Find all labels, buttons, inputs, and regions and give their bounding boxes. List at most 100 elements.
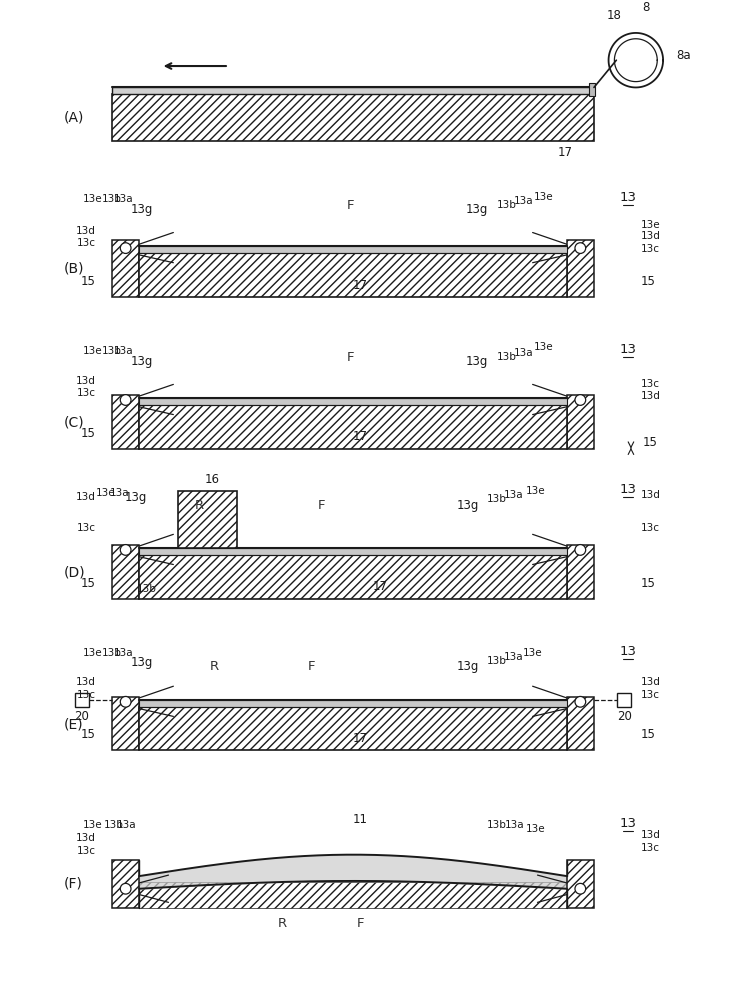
Text: 13b: 13b (496, 200, 516, 210)
Text: 20: 20 (74, 710, 89, 723)
Text: 13a: 13a (110, 488, 130, 498)
Text: 13a: 13a (505, 820, 525, 830)
Bar (112, 860, 139, 908)
Text: 13a: 13a (114, 194, 134, 204)
Text: 13d: 13d (76, 376, 96, 386)
Text: 13g: 13g (466, 355, 488, 368)
Text: 13c: 13c (640, 843, 660, 853)
Text: 13d: 13d (76, 492, 96, 502)
Text: 13a: 13a (503, 652, 523, 662)
Text: 13: 13 (620, 343, 637, 356)
Text: 13c: 13c (640, 379, 660, 389)
Text: 13e: 13e (640, 220, 660, 230)
Circle shape (575, 883, 585, 894)
Text: (F): (F) (63, 877, 82, 891)
Bar (139, 253, 567, 297)
Text: 18: 18 (607, 9, 622, 22)
Text: 17: 17 (557, 146, 572, 159)
Text: (A): (A) (63, 111, 84, 125)
Text: 13g: 13g (456, 660, 479, 673)
Text: 13: 13 (620, 645, 637, 658)
Text: 13e: 13e (82, 648, 102, 658)
Text: 13c: 13c (76, 690, 96, 700)
Text: 13c: 13c (76, 523, 96, 533)
Text: 13b: 13b (102, 194, 122, 204)
Text: 15: 15 (640, 275, 656, 288)
Text: 13e: 13e (82, 346, 102, 356)
Bar (567, 395, 594, 449)
Circle shape (575, 545, 585, 555)
Text: 17: 17 (352, 732, 368, 745)
Text: 8: 8 (642, 1, 649, 14)
Text: R: R (195, 499, 204, 512)
Text: 13e: 13e (533, 192, 553, 202)
Text: 13a: 13a (116, 820, 137, 830)
Text: 13b: 13b (137, 584, 157, 594)
Text: 13c: 13c (76, 388, 96, 398)
Text: 13e: 13e (82, 820, 102, 830)
Text: 13c: 13c (640, 523, 660, 533)
Bar (112, 697, 139, 750)
Text: 15: 15 (81, 577, 96, 590)
Circle shape (575, 696, 585, 707)
Text: 13c: 13c (76, 846, 96, 856)
Bar (617, 693, 631, 707)
Text: F: F (347, 199, 354, 212)
Text: 13a: 13a (514, 348, 533, 358)
Bar (112, 240, 139, 297)
Text: 16: 16 (205, 473, 220, 486)
Text: 13d: 13d (640, 231, 660, 241)
Text: R: R (210, 660, 219, 673)
Text: 17: 17 (372, 580, 387, 593)
Text: 15: 15 (81, 427, 96, 440)
Bar (567, 240, 594, 297)
Text: 15: 15 (81, 728, 96, 741)
Text: F: F (308, 660, 315, 673)
Text: (B): (B) (63, 262, 84, 276)
Text: 13g: 13g (131, 656, 154, 669)
Text: 13c: 13c (640, 690, 660, 700)
Bar (75, 693, 88, 707)
Text: (D): (D) (63, 565, 85, 579)
Text: 13a: 13a (114, 648, 134, 658)
Bar (139, 700, 567, 707)
Bar (112, 87, 594, 94)
Text: 13b: 13b (487, 494, 507, 504)
Text: (C): (C) (63, 415, 84, 429)
Bar (112, 94, 594, 141)
Circle shape (575, 243, 585, 253)
Text: 13e: 13e (96, 488, 115, 498)
Bar (112, 545, 139, 599)
Circle shape (120, 243, 131, 253)
Text: 13e: 13e (523, 648, 542, 658)
Circle shape (120, 395, 131, 405)
Bar (589, 83, 595, 96)
Text: R: R (278, 917, 287, 930)
Text: 11: 11 (352, 813, 368, 826)
Text: 13b: 13b (487, 820, 507, 830)
Text: F: F (357, 917, 364, 930)
Bar (139, 882, 567, 908)
Text: 13e: 13e (526, 824, 545, 834)
Text: 13b: 13b (487, 656, 507, 666)
Bar (139, 398, 567, 405)
Text: 13g: 13g (466, 203, 488, 216)
Text: 13a: 13a (114, 346, 134, 356)
Text: 13g: 13g (131, 355, 154, 368)
Bar (139, 405, 567, 449)
Bar (567, 697, 594, 750)
Circle shape (120, 696, 131, 707)
Text: 13a: 13a (505, 490, 524, 500)
Text: 13e: 13e (533, 342, 553, 352)
Text: 13e: 13e (82, 194, 102, 204)
Bar (178, 491, 237, 548)
Text: F: F (318, 499, 325, 512)
Bar (139, 707, 567, 750)
Bar (139, 555, 567, 599)
Circle shape (120, 883, 131, 894)
Text: 13g: 13g (125, 491, 148, 504)
Text: 17: 17 (352, 430, 368, 443)
Text: 13e: 13e (526, 486, 545, 496)
Text: 13c: 13c (640, 244, 660, 254)
Text: 20: 20 (617, 710, 631, 723)
